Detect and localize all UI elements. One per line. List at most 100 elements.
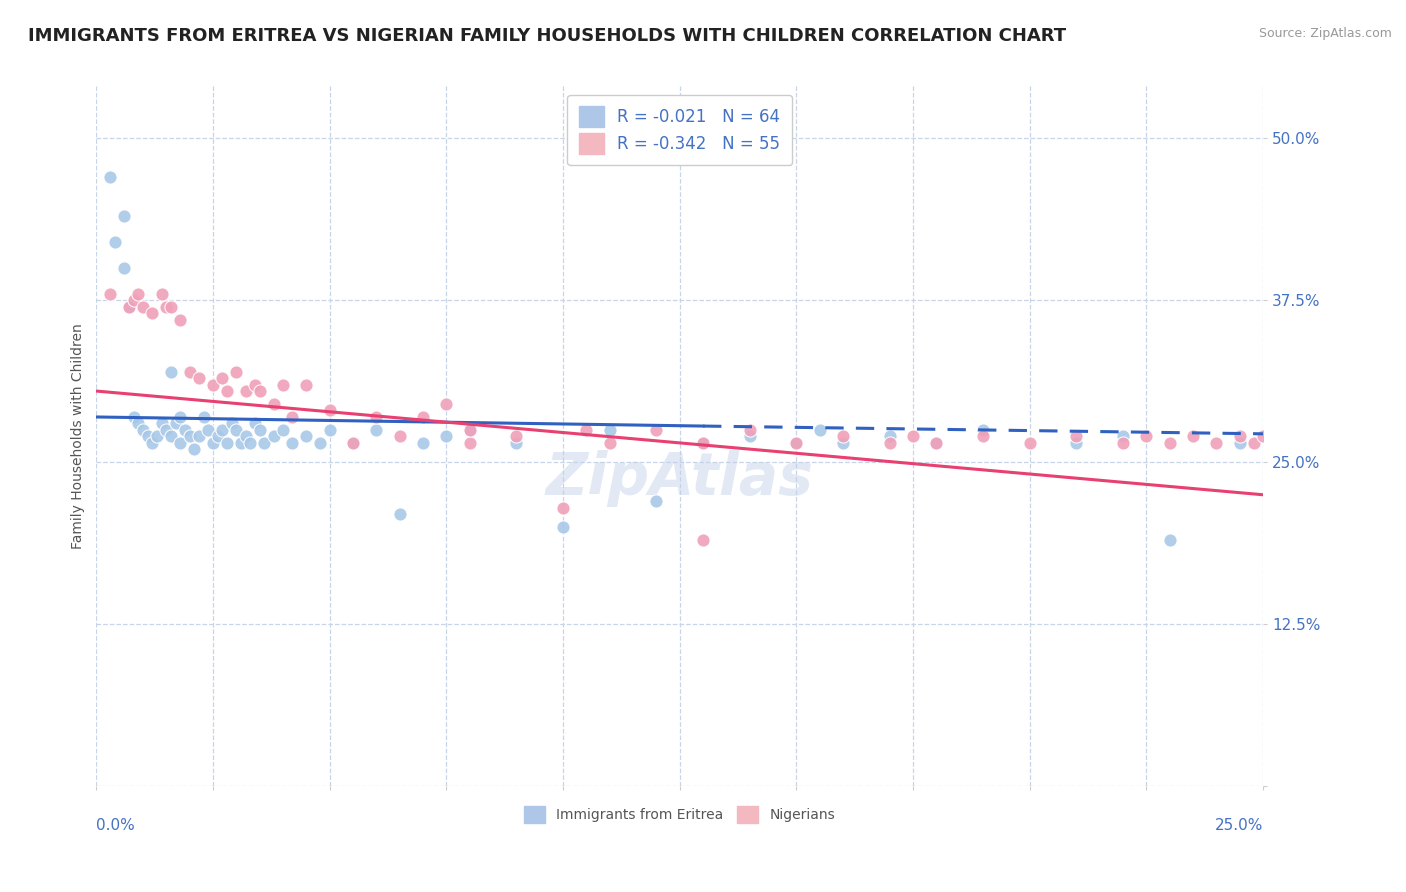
Point <box>692 436 714 450</box>
Point <box>645 423 668 437</box>
Text: Source: ZipAtlas.com: Source: ZipAtlas.com <box>1258 27 1392 40</box>
Point <box>141 436 163 450</box>
Point <box>1112 436 1135 450</box>
Point <box>249 423 271 437</box>
Point <box>169 409 191 424</box>
Point <box>235 384 257 398</box>
Text: IMMIGRANTS FROM ERITREA VS NIGERIAN FAMILY HOUSEHOLDS WITH CHILDREN CORRELATION : IMMIGRANTS FROM ERITREA VS NIGERIAN FAMI… <box>28 27 1066 45</box>
Point <box>193 409 215 424</box>
Point <box>215 436 238 450</box>
Point <box>458 423 481 437</box>
Point <box>211 423 233 437</box>
Text: ZipAtlas: ZipAtlas <box>546 450 814 507</box>
Point <box>295 429 318 443</box>
Point <box>738 429 761 443</box>
Point <box>388 507 411 521</box>
Point <box>785 436 807 450</box>
Point <box>271 377 294 392</box>
Point <box>551 500 574 515</box>
Point <box>412 436 434 450</box>
Point <box>645 494 668 508</box>
Point <box>319 403 342 417</box>
Point <box>239 436 262 450</box>
Point <box>785 436 807 450</box>
Point <box>249 384 271 398</box>
Text: 25.0%: 25.0% <box>1215 818 1263 833</box>
Point <box>225 365 247 379</box>
Point <box>388 429 411 443</box>
Point <box>271 423 294 437</box>
Point <box>1066 429 1088 443</box>
Point <box>243 377 266 392</box>
Point <box>263 429 285 443</box>
Point <box>160 429 183 443</box>
Point <box>505 436 527 450</box>
Point <box>692 533 714 548</box>
Point <box>104 235 127 249</box>
Point <box>169 312 191 326</box>
Point <box>901 429 924 443</box>
Point <box>98 286 121 301</box>
Point <box>263 397 285 411</box>
Point <box>342 436 364 450</box>
Point <box>738 423 761 437</box>
Point <box>879 436 901 450</box>
Point <box>412 409 434 424</box>
Point <box>458 436 481 450</box>
Point <box>150 286 173 301</box>
Point <box>1066 436 1088 450</box>
Point <box>202 377 225 392</box>
Point <box>155 300 177 314</box>
Point <box>183 442 205 457</box>
Point <box>132 300 155 314</box>
Point <box>211 371 233 385</box>
Point <box>127 417 149 431</box>
Point <box>1229 436 1251 450</box>
Point <box>319 423 342 437</box>
Point <box>458 423 481 437</box>
Point <box>127 286 149 301</box>
Point <box>925 436 948 450</box>
Point <box>366 423 388 437</box>
Point <box>295 377 318 392</box>
Point <box>122 409 145 424</box>
Point <box>972 429 994 443</box>
Point <box>1112 429 1135 443</box>
Point <box>169 436 191 450</box>
Point <box>188 429 211 443</box>
Point <box>599 423 621 437</box>
Point <box>136 429 159 443</box>
Point <box>925 436 948 450</box>
Point <box>281 436 304 450</box>
Point <box>434 397 457 411</box>
Y-axis label: Family Households with Children: Family Households with Children <box>72 324 86 549</box>
Point <box>832 436 855 450</box>
Point <box>235 429 257 443</box>
Point <box>1182 429 1205 443</box>
Point <box>575 423 598 437</box>
Point <box>281 409 304 424</box>
Point <box>1229 429 1251 443</box>
Point <box>225 423 247 437</box>
Point <box>1251 429 1274 443</box>
Point <box>551 520 574 534</box>
Point <box>197 423 219 437</box>
Point <box>972 423 994 437</box>
Point <box>1018 436 1040 450</box>
Point <box>342 436 364 450</box>
Point <box>434 429 457 443</box>
Point <box>215 384 238 398</box>
Point <box>174 423 197 437</box>
Point <box>160 300 183 314</box>
Point <box>112 209 135 223</box>
Point <box>179 365 201 379</box>
Point <box>879 429 901 443</box>
Point <box>141 306 163 320</box>
Point <box>1205 436 1227 450</box>
Point <box>366 409 388 424</box>
Point <box>160 365 183 379</box>
Point <box>253 436 276 450</box>
Point <box>1243 436 1265 450</box>
Point <box>832 429 855 443</box>
Point <box>309 436 332 450</box>
